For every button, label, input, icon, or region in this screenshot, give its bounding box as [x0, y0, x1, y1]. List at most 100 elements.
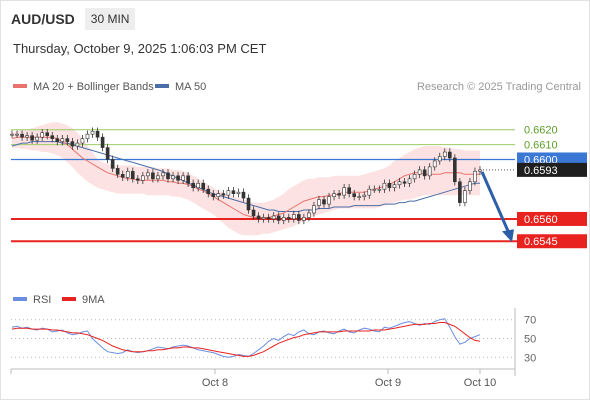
candle: [342, 187, 346, 196]
ma9-legend-label: 9MA: [82, 294, 105, 306]
candle: [392, 184, 397, 189]
support-1-label: 0.6560: [524, 214, 558, 226]
candle: [312, 205, 316, 214]
candle: [85, 133, 90, 139]
candle: [15, 133, 19, 136]
candle: [221, 193, 226, 196]
candle: [35, 136, 39, 141]
ma50-legend-swatch: [155, 84, 169, 88]
candle: [402, 181, 407, 184]
candle: [171, 175, 175, 180]
candle: [90, 130, 95, 135]
candle: [40, 132, 45, 138]
candle: [291, 214, 296, 220]
candle: [201, 182, 206, 190]
candle: [110, 159, 115, 169]
candle: [166, 172, 170, 180]
candle: [473, 171, 477, 183]
support-2-label-bg: [517, 234, 587, 249]
candles: [10, 127, 482, 225]
candle: [297, 214, 301, 221]
candle: [151, 172, 155, 180]
timeframe-button[interactable]: 30 MIN: [84, 8, 136, 30]
candle: [146, 172, 150, 177]
candle: [317, 199, 321, 206]
candle: [276, 215, 281, 221]
candle: [65, 138, 70, 142]
candle: [80, 138, 85, 144]
candle: [271, 215, 276, 220]
candle: [10, 133, 14, 136]
candle: [115, 168, 120, 175]
candle: [261, 217, 266, 220]
candle: [407, 178, 412, 184]
candle: [372, 188, 377, 191]
candle: [327, 196, 331, 205]
rsi-tick-label: 50: [524, 334, 536, 346]
rsi-legend-label: RSI: [33, 294, 51, 306]
candle: [307, 212, 311, 218]
candle: [347, 187, 351, 194]
candle: [397, 181, 402, 186]
current-label: 0.6593: [524, 165, 558, 177]
ma50-line: [11, 141, 480, 212]
candle: [422, 169, 427, 177]
projection-arrow: [480, 171, 514, 243]
rsi-line: [11, 318, 481, 358]
candle: [95, 130, 100, 138]
datetime-label: Thursday, October 9, 2025 1:06:03 PM CET: [13, 41, 267, 56]
candle: [100, 136, 105, 148]
candle: [281, 217, 286, 221]
candle: [55, 138, 60, 142]
candle: [20, 133, 24, 138]
candle: [458, 181, 462, 203]
ma20-line: [11, 136, 480, 218]
resistance-1-label: 0.6610: [524, 140, 558, 152]
current-label-bg: [517, 162, 587, 177]
candle: [211, 193, 216, 197]
candle: [377, 188, 382, 191]
candle: [141, 175, 145, 181]
candle: [442, 151, 447, 157]
candle: [412, 174, 417, 180]
candle: [156, 175, 160, 180]
candle: [382, 182, 387, 190]
ma20-legend-swatch: [13, 84, 27, 88]
symbol-label[interactable]: AUD/USD: [11, 11, 75, 27]
candle: [332, 193, 336, 197]
moving-averages: [11, 136, 480, 218]
candle: [60, 138, 65, 142]
candle: [251, 209, 256, 217]
rsi-tick-label: 30: [524, 352, 536, 364]
candle: [387, 182, 392, 189]
ma20-legend-label: MA 20 + Bollinger Bands: [33, 81, 154, 93]
candle: [236, 191, 241, 194]
candle: [357, 196, 362, 198]
x-ticks: Oct 8 Oct 9 Oct 10: [10, 369, 496, 389]
candle: [161, 172, 165, 177]
candle: [302, 217, 306, 221]
candle: [432, 160, 437, 168]
candle: [427, 166, 432, 177]
candle: [231, 190, 236, 194]
candle: [367, 188, 372, 196]
candle: [206, 188, 211, 194]
ma50-legend-label: MA 50: [175, 81, 206, 93]
candle: [191, 182, 195, 189]
candle: [216, 193, 221, 197]
x-tick-label: Oct 9: [375, 377, 401, 389]
candle: [337, 193, 341, 196]
candle: [181, 175, 185, 181]
chart-header: AUD/USD 30 MIN: [11, 8, 136, 30]
candle: [352, 193, 357, 197]
candle: [256, 215, 261, 220]
candle: [468, 181, 472, 191]
candle: [105, 147, 110, 160]
candle: [135, 178, 140, 181]
rsi-tick-label: 70: [524, 315, 536, 327]
candle: [30, 135, 34, 141]
candle: [70, 141, 75, 147]
candle: [266, 217, 271, 220]
credit-label: Research © 2025 Trading Central: [417, 81, 581, 93]
